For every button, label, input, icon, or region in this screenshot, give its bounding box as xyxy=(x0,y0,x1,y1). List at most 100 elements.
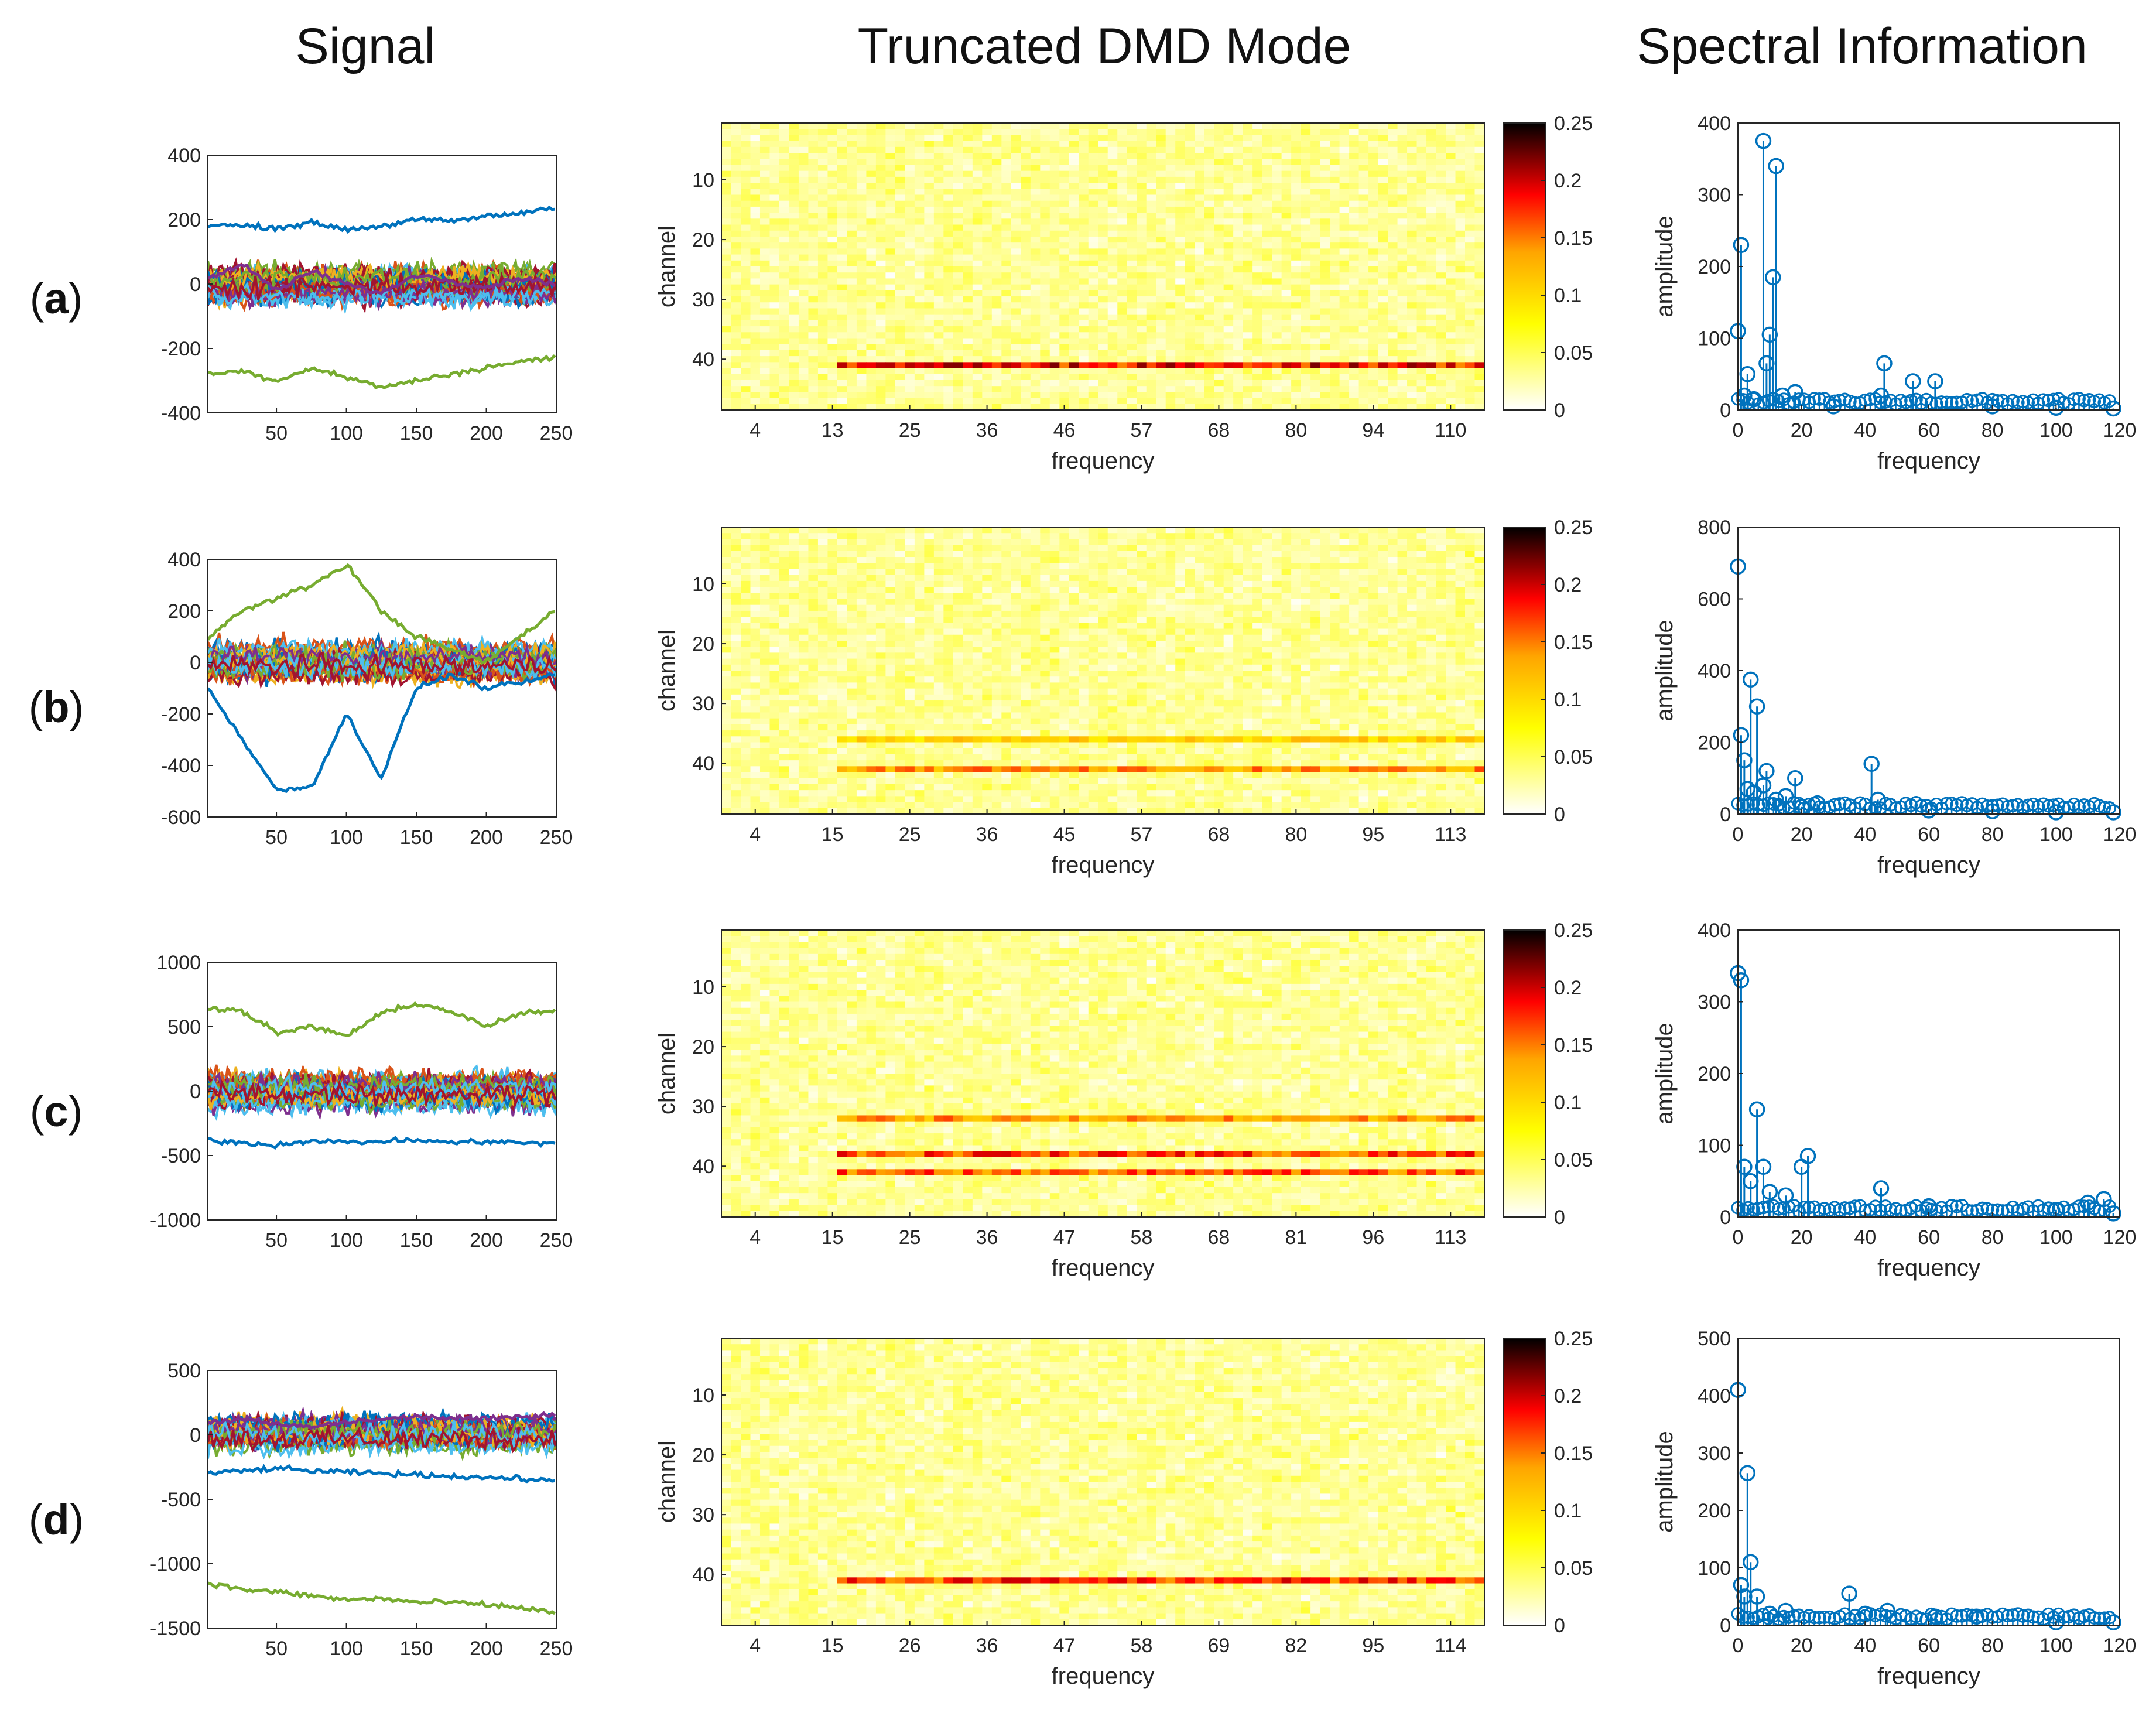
dmd-cell xyxy=(1407,302,1418,309)
dmd-cell xyxy=(875,362,886,369)
dmd-cell xyxy=(1204,206,1214,213)
dmd-cell xyxy=(1165,569,1176,576)
dmd-cell xyxy=(1059,141,1070,148)
dmd-cell xyxy=(1397,213,1408,219)
dmd-cell xyxy=(1127,533,1137,540)
dmd-cell xyxy=(1455,308,1466,315)
dmd-cell xyxy=(1223,176,1234,183)
dmd-cell xyxy=(837,368,848,375)
dmd-cell xyxy=(1378,146,1388,153)
dmd-cell xyxy=(1146,194,1156,201)
dmd-cell xyxy=(1272,580,1282,587)
dmd-cell xyxy=(1021,123,1031,129)
dmd-cell xyxy=(1040,266,1050,273)
dmd-cell xyxy=(905,580,915,587)
dmd-cell xyxy=(1117,539,1128,546)
dmd-cell xyxy=(1310,314,1321,321)
dmd-cell xyxy=(789,557,799,563)
dmd-cell xyxy=(953,290,963,297)
dmd-cell xyxy=(817,146,829,153)
signal-series-ch-mid xyxy=(208,263,556,295)
dmd-cell xyxy=(972,242,983,249)
dmd-cell xyxy=(1407,368,1418,375)
dmd-cell xyxy=(1416,302,1427,309)
dmd-cell xyxy=(837,129,848,136)
dmd-cell xyxy=(1281,254,1292,261)
spectral-xlabel: frequency xyxy=(1877,448,1980,474)
dmd-cell xyxy=(1436,580,1446,587)
dmd-cell xyxy=(1185,344,1195,351)
dmd-cell xyxy=(1214,332,1224,339)
dmd-cell xyxy=(789,272,799,279)
row-label-a: (a) xyxy=(30,274,83,323)
dmd-cell xyxy=(1233,545,1244,552)
dmd-cell xyxy=(1069,350,1079,357)
dmd-cell xyxy=(731,386,741,392)
dmd-cell xyxy=(856,230,867,237)
dmd-cell xyxy=(1388,260,1398,267)
dmd-cell xyxy=(943,557,954,563)
dmd-cell xyxy=(972,129,983,136)
dmd-cell xyxy=(1358,533,1369,540)
dmd-cell xyxy=(769,386,780,392)
dmd-cell xyxy=(847,153,857,159)
dmd-cell xyxy=(1455,356,1466,363)
dmd-cell xyxy=(1127,563,1137,570)
dmd-cell xyxy=(798,194,809,201)
dmd-cell xyxy=(953,374,963,381)
dmd-cell xyxy=(740,380,751,387)
dmd-cell xyxy=(895,248,905,255)
dmd-cell xyxy=(1127,539,1137,546)
dmd-cell xyxy=(837,260,848,267)
dmd-cell xyxy=(1378,242,1388,249)
dmd-cell xyxy=(953,135,963,142)
dmd-cell xyxy=(1214,218,1224,225)
dmd-cell xyxy=(1059,386,1070,392)
dmd-cell xyxy=(1204,266,1214,273)
dmd-cell xyxy=(1175,260,1186,267)
dmd-cell xyxy=(759,230,771,237)
dmd-cell xyxy=(1291,146,1302,153)
dmd-cell xyxy=(972,272,983,279)
dmd-cell xyxy=(1127,362,1137,369)
dmd-cell xyxy=(1175,165,1186,172)
dmd-cell xyxy=(1416,296,1427,303)
dmd-cell xyxy=(933,404,944,411)
dmd-cell xyxy=(827,165,838,172)
dmd-cell xyxy=(750,278,761,285)
dmd-cell xyxy=(1272,129,1282,136)
dmd-cell xyxy=(1117,200,1128,207)
dmd-cell xyxy=(1195,200,1205,207)
dmd-cell xyxy=(856,563,867,570)
dmd-cell xyxy=(759,159,771,166)
dmd-cell xyxy=(798,165,809,172)
dmd-cell xyxy=(875,314,886,321)
dmd-cell xyxy=(1358,242,1369,249)
dmd-cell xyxy=(1252,230,1263,237)
dmd-cell xyxy=(1301,580,1311,587)
dmd-cell xyxy=(1349,170,1360,177)
dmd-cell xyxy=(1446,368,1456,375)
dmd-cell xyxy=(1069,141,1079,148)
dmd-xtick-label: 57 xyxy=(1131,419,1153,442)
dmd-cell xyxy=(837,320,848,327)
dmd-cell xyxy=(1378,580,1388,587)
dmd-cell xyxy=(1156,206,1166,213)
dmd-cell xyxy=(1011,153,1021,159)
dmd-cell xyxy=(1339,290,1350,297)
dmd-cell xyxy=(1107,362,1118,369)
dmd-cell xyxy=(924,129,935,136)
dmd-cell xyxy=(1156,129,1166,136)
dmd-cell xyxy=(1320,146,1330,153)
dmd-cell xyxy=(1049,272,1060,279)
dmd-cell xyxy=(1320,338,1330,345)
dmd-cell xyxy=(1117,194,1128,201)
dmd-cell xyxy=(731,200,741,207)
dmd-cell xyxy=(1204,230,1214,237)
dmd-cell xyxy=(1320,539,1330,546)
dmd-cell xyxy=(1368,302,1379,309)
dmd-cell xyxy=(1320,189,1330,196)
dmd-cell xyxy=(972,320,983,327)
dmd-cell xyxy=(1407,545,1418,552)
dmd-cell xyxy=(847,200,857,207)
